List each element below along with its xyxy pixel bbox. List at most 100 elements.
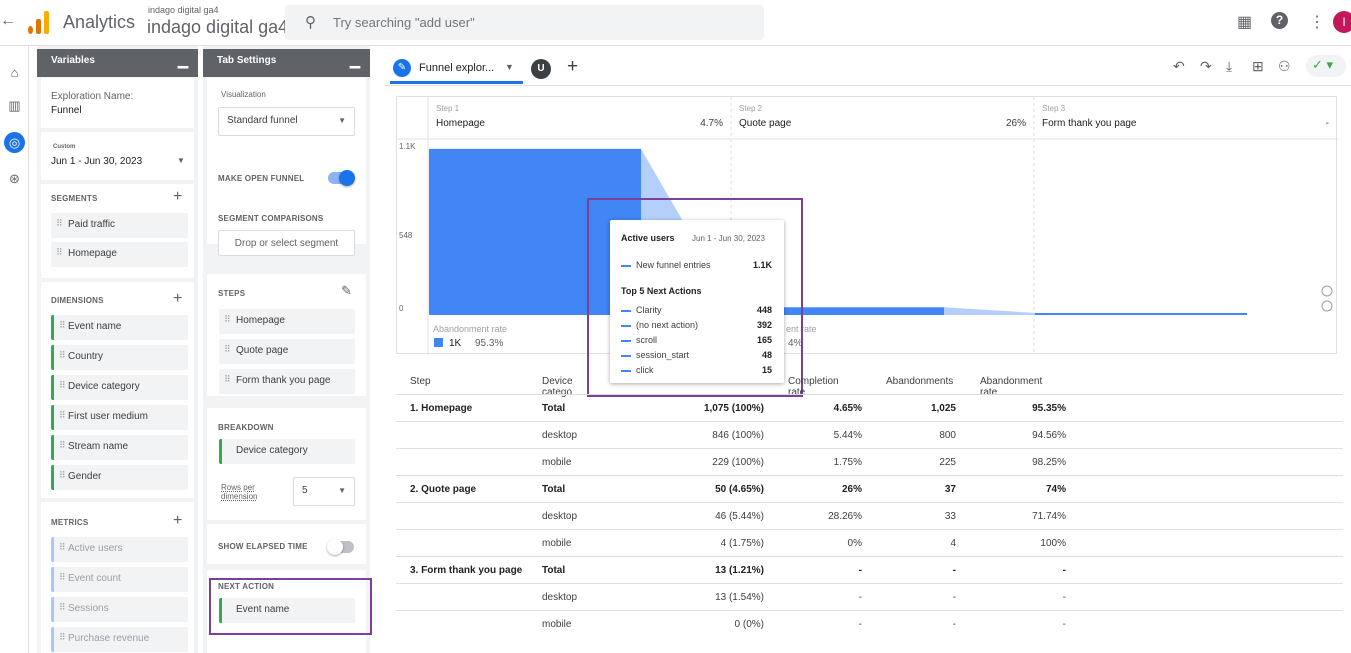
steps-card: STEPS ✎ ⠿ Homepage ⠿ Quote page ⠿ Form than…: [207, 274, 366, 396]
apps-grid-icon[interactable]: ▦: [1237, 14, 1253, 31]
redo-icon[interactable]: ↷: [1200, 58, 1212, 74]
step-chip[interactable]: ⠿ Form thank you page: [219, 369, 355, 394]
add-tab-icon[interactable]: +: [567, 56, 579, 77]
drag-handle-icon[interactable]: ⠿: [59, 572, 66, 582]
segment-chip[interactable]: ⠿ Homepage: [51, 242, 188, 267]
table-header-step[interactable]: Step: [410, 376, 431, 387]
open-funnel-toggle[interactable]: [328, 170, 355, 186]
drag-handle-icon[interactable]: ⠿: [59, 602, 66, 612]
add-dimension-icon[interactable]: +: [173, 290, 183, 307]
step-chip[interactable]: ⠿ Homepage: [219, 309, 355, 334]
chevron-down-icon: ▼: [338, 486, 346, 495]
drag-handle-icon[interactable]: ⠿: [224, 344, 231, 354]
metric-chip[interactable]: ⠿ Sessions: [51, 597, 188, 622]
edit-steps-icon[interactable]: ✎: [341, 283, 352, 298]
reports-icon[interactable]: ▥: [8, 98, 21, 113]
drag-handle-icon[interactable]: ⠿: [59, 350, 66, 360]
table-row[interactable]: 3. Form thank you page Total 13 (1.21%) - - -: [396, 556, 1343, 583]
segment-chip[interactable]: ⠿ Paid traffic: [51, 213, 188, 238]
advertising-icon[interactable]: ⊛: [9, 171, 20, 186]
table-row[interactable]: desktop 46 (5.44%) 28.26% 33 71.74%: [396, 502, 1343, 529]
search-input[interactable]: [333, 12, 733, 32]
table-row[interactable]: 1. Homepage Total 1,075 (100%) 4.65% 1,025 95…: [396, 394, 1343, 421]
dimension-chip[interactable]: ⠿ Gender: [51, 465, 188, 490]
undo-icon[interactable]: ↶: [1173, 58, 1185, 74]
drag-handle-icon[interactable]: ⠿: [59, 440, 66, 450]
share-user-icon[interactable]: ⚇: [1278, 58, 1291, 74]
drag-handle-icon[interactable]: ⠿: [59, 320, 66, 330]
rows-per-dimension-select[interactable]: 5 ▼: [293, 477, 355, 506]
status-check-icon[interactable]: ✓ ▾: [1306, 55, 1346, 77]
show-elapsed-toggle[interactable]: [327, 539, 354, 555]
table-row[interactable]: mobile 229 (100%) 1.75% 225 98.25%: [396, 448, 1343, 475]
drag-handle-icon[interactable]: ⠿: [59, 632, 66, 642]
dimension-chip[interactable]: ⠿ First user medium: [51, 405, 188, 430]
table-header-abandonments[interactable]: Abandonments: [886, 376, 954, 387]
table-cell-completion: 1.75%: [833, 457, 862, 468]
visualization-select[interactable]: Standard funnel ▼: [218, 107, 355, 136]
table-row[interactable]: 2. Quote page Total 50 (4.65%) 26% 37 74%: [396, 475, 1343, 502]
step-chip[interactable]: ⠿ Quote page: [219, 339, 355, 364]
date-dropdown-icon[interactable]: ▼: [177, 156, 185, 165]
add-segment-icon[interactable]: +: [173, 188, 183, 205]
table-header-completion[interactable]: Completion rate: [788, 376, 839, 398]
dimension-chip[interactable]: ⠿ Device category: [51, 375, 188, 400]
tab-funnel-exploration[interactable]: ✎ Funnel explor... ▼: [390, 54, 523, 84]
metric-chip[interactable]: ⠿ Purchase revenue: [51, 627, 188, 652]
table-cell-abandon-rate: -: [1062, 592, 1066, 603]
tooltip-entries-value: 1.1K: [752, 260, 772, 270]
tab-settings-header: Tab Settings ▁: [203, 49, 370, 77]
property-name[interactable]: indago digital ga4: [147, 17, 289, 37]
minimize-variables-icon[interactable]: ▁: [178, 53, 188, 68]
date-range-card[interactable]: Custom Jun 1 - Jun 30, 2023 ▼: [41, 132, 194, 180]
drag-handle-icon[interactable]: ⠿: [59, 542, 66, 552]
more-vert-icon[interactable]: ⋮: [1309, 14, 1325, 31]
steps-label: STEPS: [218, 289, 246, 298]
exploration-name-value[interactable]: Funnel: [51, 105, 82, 116]
table-row[interactable]: desktop 846 (100%) 5.44% 800 94.56%: [396, 421, 1343, 448]
drag-handle-icon[interactable]: ⠿: [59, 410, 66, 420]
explore-icon[interactable]: ◎: [4, 132, 25, 153]
home-icon[interactable]: ⌂: [10, 65, 19, 80]
step-completion-rate: -: [1326, 118, 1329, 129]
drag-handle-icon[interactable]: ⠿: [56, 247, 63, 257]
metric-chip[interactable]: ⠿ Event count: [51, 567, 188, 592]
date-range[interactable]: Jun 1 - Jun 30, 2023: [51, 156, 143, 167]
drag-handle-icon[interactable]: ⠿: [224, 374, 231, 384]
table-cell-abandonments: -: [952, 619, 956, 630]
folder-icon[interactable]: ⊞: [1252, 58, 1264, 74]
property-account-label[interactable]: indago digital ga4: [148, 5, 219, 15]
help-icon[interactable]: ?: [1271, 12, 1288, 29]
drag-handle-icon[interactable]: ⠿: [59, 380, 66, 390]
download-icon[interactable]: ⤓: [1226, 58, 1233, 74]
tooltip-date: Jun 1 - Jun 30, 2023: [692, 234, 765, 243]
search-bar[interactable]: ⚲: [285, 5, 764, 40]
table-header-device[interactable]: Device catego: [542, 376, 573, 398]
analytics-logo-icon[interactable]: [28, 10, 50, 34]
drag-handle-icon[interactable]: ⠿: [56, 218, 63, 228]
table-row[interactable]: desktop 13 (1.54%) - - -: [396, 583, 1343, 610]
y-tick-label: 1.1K: [399, 142, 416, 151]
breakdown-chip[interactable]: Device category: [219, 439, 355, 464]
drag-handle-icon[interactable]: ⠿: [59, 470, 66, 480]
dimension-chip[interactable]: ⠿ Stream name: [51, 435, 188, 460]
chevron-down-icon[interactable]: ▼: [505, 62, 514, 72]
dimension-chip[interactable]: ⠿ Country: [51, 345, 188, 370]
table-cell-device: Total: [542, 484, 566, 495]
metric-chip[interactable]: ⠿ Active users: [51, 537, 188, 562]
exploration-name-card[interactable]: Exploration Name: Funnel: [41, 78, 194, 128]
drag-handle-icon[interactable]: ⠿: [224, 314, 231, 324]
dimension-chip[interactable]: ⠿ Event name: [51, 315, 188, 340]
table-header-abandonment-rate[interactable]: Abandonment rate: [980, 376, 1043, 398]
step-number: Step 3: [1042, 104, 1066, 113]
metric-label: Sessions: [68, 603, 109, 614]
add-metric-icon[interactable]: +: [173, 512, 183, 529]
minimize-tab-settings-icon[interactable]: ▁: [350, 53, 360, 68]
back-arrow-icon[interactable]: ←: [0, 12, 16, 29]
avatar[interactable]: I: [1333, 11, 1351, 33]
next-action-chip[interactable]: Event name: [219, 598, 355, 623]
table-row[interactable]: mobile 0 (0%) - - -: [396, 610, 1343, 637]
user-avatar-icon[interactable]: U: [531, 59, 551, 79]
table-row[interactable]: mobile 4 (1.75%) 0% 4 100%: [396, 529, 1343, 556]
segment-drop-zone[interactable]: Drop or select segment: [218, 230, 355, 256]
